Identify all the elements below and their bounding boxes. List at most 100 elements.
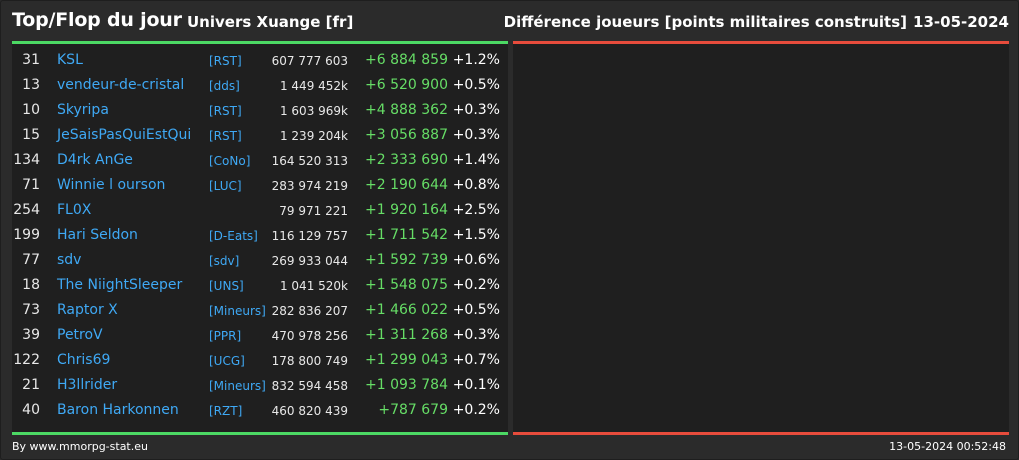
date-label: 13-05-2024 [913, 13, 1009, 31]
table-row: 199 Hari Seldon [D-Eats] 116 129 757 +1 711 … [12, 223, 508, 248]
points-difference: +1 592 739 [365, 252, 448, 268]
alliance-tag[interactable]: [sdv] [209, 254, 240, 268]
player-name-link[interactable]: sdv [57, 252, 82, 268]
table-row: 40 Baron Harkonnen [RZT] 460 820 439 +787 67… [12, 398, 508, 423]
alliance-tag[interactable]: [RST] [209, 129, 242, 143]
percent-difference: +0.1% [452, 377, 500, 393]
table-row: 10 Skyripa [RST] 1 603 969k +4 888 362 +0.3% [12, 98, 508, 123]
table-row: 122 Chris69 [UCG] 178 800 749 +1 299 043 +0.7… [12, 348, 508, 373]
alliance-tag[interactable]: [UCG] [209, 354, 245, 368]
player-rank: 199 [13, 227, 40, 243]
alliance-tag[interactable]: [RZT] [209, 404, 243, 418]
points-difference: +1 711 542 [365, 227, 448, 243]
alliance-tag[interactable]: [Mineurs] [209, 379, 266, 393]
player-name-link[interactable]: vendeur-de-cristal [57, 77, 185, 93]
table-row: 13 vendeur-de-cristal [dds] 1 449 452k +6 52… [12, 73, 508, 98]
player-points: 1 603 969k [279, 104, 348, 118]
player-name-link[interactable]: The NiightSleeper [57, 277, 183, 293]
top-panel-accent-bottom [12, 432, 508, 435]
table-row: 31 KSL [RST] 607 777 603 +6 884 859 +1.2% [12, 48, 508, 73]
percent-difference: +0.2% [452, 402, 500, 418]
points-difference: +4 888 362 [365, 102, 448, 118]
percent-difference: +0.5% [452, 77, 500, 93]
table-row: 15 JeSaisPasQuiEstQui [RST] 1 239 204k +3 05… [12, 123, 508, 148]
percent-difference: +1.2% [452, 52, 500, 68]
player-rank: 71 [22, 177, 40, 193]
player-name-link[interactable]: Skyripa [57, 102, 109, 118]
top-panel [12, 44, 508, 432]
percent-difference: +0.6% [452, 252, 500, 268]
percent-difference: +0.3% [452, 102, 500, 118]
player-points: 164 520 313 [271, 154, 348, 168]
points-difference: +1 466 022 [365, 302, 448, 318]
alliance-tag[interactable]: [LUC] [209, 179, 242, 193]
player-name-link[interactable]: JeSaisPasQuiEstQui [57, 127, 192, 143]
points-difference: +6 520 900 [365, 77, 448, 93]
player-points: 1 239 204k [279, 129, 348, 143]
player-points: 470 978 256 [271, 329, 348, 343]
player-points: 1 449 452k [279, 79, 348, 93]
player-rank: 77 [22, 252, 40, 268]
header: Top/Flop du jour Univers Xuange [fr] Dif… [1, 1, 1019, 41]
player-name-link[interactable]: D4rk AnGe [57, 152, 133, 168]
player-rank: 15 [22, 127, 40, 143]
percent-difference: +2.5% [452, 202, 500, 218]
points-difference: +2 333 690 [365, 152, 448, 168]
player-rank: 134 [13, 152, 40, 168]
alliance-tag[interactable]: [CoNo] [209, 154, 251, 168]
player-name-link[interactable]: Baron Harkonnen [57, 402, 179, 418]
table-row: 21 H3llrider [Mineurs] 832 594 458 +1 093 78… [12, 373, 508, 398]
alliance-tag[interactable]: [Mineurs] [209, 304, 266, 318]
percent-difference: +0.8% [452, 177, 500, 193]
player-points: 178 800 749 [271, 354, 348, 368]
player-name-link[interactable]: Winnie l ourson [57, 177, 166, 193]
top-panel-accent-top [12, 41, 508, 44]
player-name-link[interactable]: FL0X [57, 202, 92, 218]
player-points: 460 820 439 [271, 404, 348, 418]
player-rank: 254 [13, 202, 40, 218]
points-difference: +1 311 268 [365, 327, 448, 343]
points-difference: +3 056 887 [365, 127, 448, 143]
flop-panel-accent-bottom [513, 432, 1009, 435]
player-points: 283 974 219 [271, 179, 348, 193]
player-points: 269 933 044 [271, 254, 348, 268]
player-points: 607 777 603 [271, 54, 348, 68]
alliance-tag[interactable]: [PPR] [209, 329, 242, 343]
player-name-link[interactable]: Raptor X [57, 302, 118, 318]
player-rank: 13 [22, 77, 40, 93]
points-difference: +1 920 164 [365, 202, 448, 218]
alliance-tag[interactable]: [D-Eats] [209, 229, 258, 243]
footer-timestamp: 13-05-2024 00:52:48 [889, 440, 1006, 453]
points-difference: +6 884 859 [365, 52, 448, 68]
top-players-list: 31 KSL [RST] 607 777 603 +6 884 859 +1.2% 13 ve… [12, 48, 508, 423]
table-row: 77 sdv [sdv] 269 933 044 +1 592 739 +0.6% [12, 248, 508, 273]
metric-label: Différence joueurs [points militaires co… [503, 13, 907, 31]
alliance-tag[interactable]: [UNS] [209, 279, 244, 293]
page-title: Top/Flop du jour [12, 9, 182, 31]
footer-credit: By www.mmorpg-stat.eu [12, 440, 148, 453]
player-rank: 10 [22, 102, 40, 118]
percent-difference: +0.3% [452, 127, 500, 143]
table-row: 134 D4rk AnGe [CoNo] 164 520 313 +2 333 690 +… [12, 148, 508, 173]
player-name-link[interactable]: KSL [57, 52, 83, 68]
alliance-tag[interactable]: [dds] [209, 79, 240, 93]
alliance-tag[interactable]: [RST] [209, 54, 242, 68]
player-points: 116 129 757 [271, 229, 348, 243]
player-points: 832 594 458 [271, 379, 348, 393]
player-rank: 122 [13, 352, 40, 368]
player-points: 282 836 207 [271, 304, 348, 318]
player-name-link[interactable]: H3llrider [57, 377, 118, 393]
player-name-link[interactable]: PetroV [57, 327, 103, 343]
player-name-link[interactable]: Chris69 [57, 352, 111, 368]
player-name-link[interactable]: Hari Seldon [57, 227, 138, 243]
player-rank: 39 [22, 327, 40, 343]
player-rank: 31 [22, 52, 40, 68]
alliance-tag[interactable]: [RST] [209, 104, 242, 118]
table-row: 18 The NiightSleeper [UNS] 1 041 520k +1 548… [12, 273, 508, 298]
percent-difference: +0.5% [452, 302, 500, 318]
percent-difference: +0.7% [452, 352, 500, 368]
player-points: 1 041 520k [279, 279, 348, 293]
player-rank: 18 [22, 277, 40, 293]
points-difference: +787 679 [378, 402, 448, 418]
